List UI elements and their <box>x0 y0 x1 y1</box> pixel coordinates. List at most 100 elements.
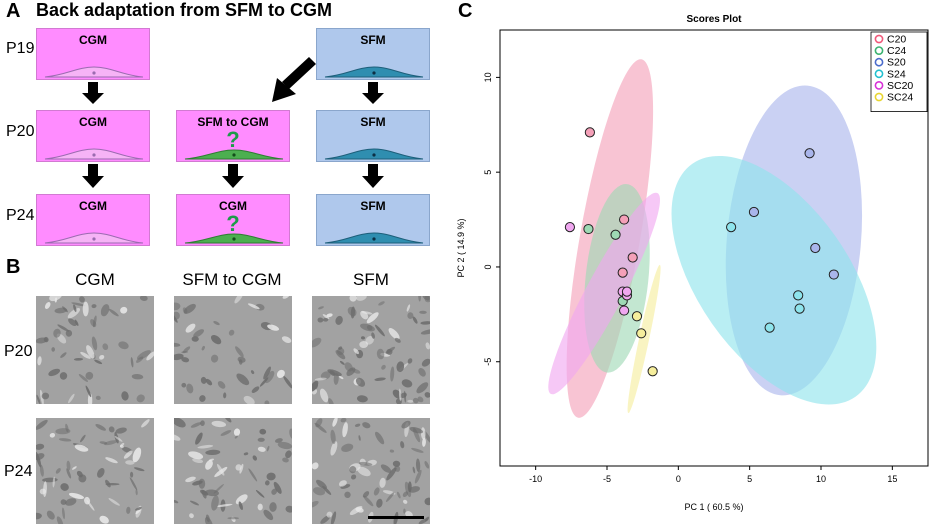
cell-shape-icon <box>324 148 424 160</box>
cell-shape-icon <box>184 233 284 244</box>
question-mark: ? <box>226 127 240 152</box>
legend-label-c24: C24 <box>887 45 906 57</box>
box-p20-sfm-to-cgm: SFM to CGM ? <box>176 110 290 162</box>
point-c20 <box>617 267 628 278</box>
micrograph-row-p24: P24 <box>4 463 33 480</box>
y-tick-label: 5 <box>483 170 493 175</box>
panel-a-title: Back adaptation from SFM to CGM <box>36 0 333 20</box>
y-tick-label: 10 <box>483 72 493 82</box>
panel-c-letter: C <box>458 0 473 22</box>
legend-label-s24: S24 <box>887 68 906 80</box>
micrograph-p24-sfm-to-cgm <box>174 418 292 524</box>
legend-marker-s24 <box>874 69 884 79</box>
row-label-p19: P19 <box>6 40 35 57</box>
x-tick-label: 0 <box>676 474 681 484</box>
x-axis-ticks: -10 -5 0 5 10 15 <box>529 466 897 484</box>
point-s20 <box>748 206 760 218</box>
arrow-down-icon <box>362 82 384 104</box>
scores-plot: -10 -5 0 5 10 15 10 5 0 -5 Scores Plot PC 1 ( 60… <box>456 14 929 512</box>
point-s24 <box>726 222 737 233</box>
micrograph-p20-sfm <box>312 296 430 404</box>
point-sc24 <box>636 328 647 339</box>
legend-marker-s20 <box>874 57 884 67</box>
cell-shape-icon <box>324 66 424 78</box>
arrow-down-icon <box>222 164 244 188</box>
arrow-diagonal-icon <box>272 57 316 102</box>
x-axis-label: PC 1 ( 60.5 %) <box>684 502 743 512</box>
legend-label-c20: C20 <box>887 34 906 46</box>
point-s24 <box>794 303 805 314</box>
col-header-cgm: CGM <box>75 270 115 289</box>
row-label-p24: P24 <box>6 207 35 224</box>
x-tick-label: 5 <box>747 474 752 484</box>
box-p24-cgm: CGM <box>36 194 150 246</box>
micrograph-texture <box>312 296 430 404</box>
ellipse-sc20 <box>548 192 660 395</box>
legend-label-sc20: SC20 <box>887 80 913 92</box>
legend-marker-sc24 <box>874 92 884 102</box>
point-c20 <box>627 252 638 263</box>
box-label: SFM <box>360 33 386 47</box>
point-c20 <box>619 214 630 225</box>
panel-a-arrows <box>82 57 384 188</box>
arrow-down-icon <box>82 164 104 188</box>
point-s20 <box>810 242 821 254</box>
micrograph-p20-sfm-to-cgm <box>174 296 292 404</box>
point-sc20 <box>619 305 630 316</box>
y-axis-label: PC 2 ( 14.9 %) <box>456 218 466 277</box>
micrograph-p24-sfm <box>312 418 430 524</box>
micrograph-p24-cgm <box>36 418 154 524</box>
point-c24 <box>610 229 621 240</box>
point-sc20 <box>621 286 633 297</box>
panel-b-letter: B <box>6 256 21 278</box>
row-label-p20: P20 <box>6 123 35 140</box>
point-s24 <box>764 322 775 333</box>
micrograph-row-p20: P20 <box>4 343 33 360</box>
x-tick-label: -5 <box>603 474 611 484</box>
question-mark: ? <box>226 211 240 236</box>
box-label: SFM <box>360 199 386 213</box>
box-label: CGM <box>79 199 107 213</box>
arrow-down-icon <box>362 164 384 188</box>
box-label: SFM <box>360 115 386 129</box>
box-label: CGM <box>219 199 247 213</box>
confidence-ellipses <box>548 59 877 418</box>
ellipse-sc24 <box>627 264 661 414</box>
micrograph-texture <box>174 418 292 524</box>
y-tick-label: -5 <box>483 358 493 366</box>
point-s20 <box>804 148 815 159</box>
cell-shape-icon <box>184 149 284 160</box>
point-c24 <box>583 223 594 235</box>
point-sc20 <box>564 222 576 233</box>
cell-shape-icon <box>44 232 144 244</box>
y-axis-ticks: 10 5 0 -5 <box>483 72 500 366</box>
point-s20 <box>828 269 839 280</box>
data-points <box>564 127 839 377</box>
micrograph-texture <box>174 296 292 404</box>
cell-shape-icon <box>44 66 144 78</box>
x-tick-label: 10 <box>816 474 826 484</box>
legend-marker-c20 <box>874 34 884 44</box>
point-s24 <box>793 290 804 301</box>
box-p19-sfm: SFM <box>316 28 430 80</box>
point-c20 <box>584 127 595 138</box>
panel-a-letter: A <box>6 0 21 22</box>
col-header-sfm: SFM <box>353 270 389 289</box>
point-sc24 <box>631 311 643 322</box>
box-p24-cgm-adapted: CGM ? <box>176 194 290 246</box>
micrograph-p20-cgm <box>36 296 154 404</box>
cell-shape-icon <box>324 232 424 244</box>
legend-marker-sc20 <box>874 81 884 90</box>
cell-shape-icon <box>44 148 144 160</box>
y-tick-label: 0 <box>483 264 493 269</box>
box-p19-cgm: CGM <box>36 28 150 80</box>
arrow-down-icon <box>82 82 104 104</box>
box-p24-sfm: SFM <box>316 194 430 246</box>
box-p20-cgm: CGM <box>36 110 150 162</box>
micrograph-texture <box>36 296 154 404</box>
box-label: CGM <box>79 115 107 129</box>
box-label: SFM to CGM <box>197 115 269 129</box>
x-tick-label: -10 <box>529 474 542 484</box>
scale-bar <box>368 516 424 519</box>
